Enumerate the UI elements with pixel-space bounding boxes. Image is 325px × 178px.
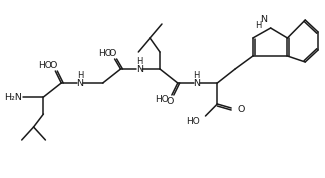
Text: HO: HO — [39, 62, 52, 70]
Text: H: H — [136, 57, 142, 67]
Text: O: O — [50, 61, 57, 69]
Text: O: O — [109, 48, 116, 57]
Text: H: H — [77, 72, 83, 80]
Text: N: N — [193, 78, 200, 88]
Text: H: H — [193, 72, 200, 80]
Text: HO: HO — [186, 117, 200, 127]
Text: O: O — [166, 96, 174, 106]
Text: HO: HO — [155, 96, 169, 104]
Text: O: O — [237, 104, 244, 114]
Text: N: N — [76, 78, 84, 88]
Text: N: N — [260, 14, 267, 23]
Text: N: N — [136, 64, 143, 74]
Text: H: H — [256, 22, 262, 30]
Text: HO: HO — [98, 49, 111, 59]
Text: H₂N: H₂N — [4, 93, 22, 101]
